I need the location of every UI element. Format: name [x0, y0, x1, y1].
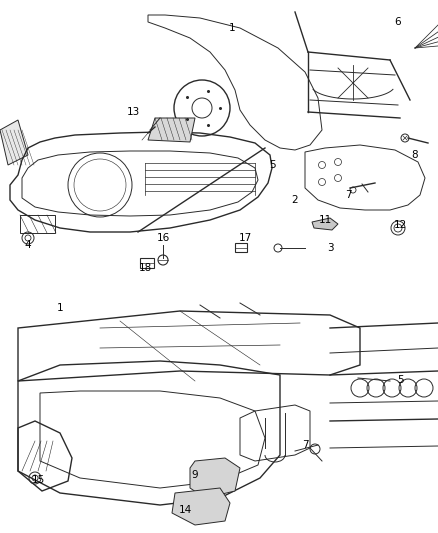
Text: 17: 17 [238, 233, 251, 243]
Text: 14: 14 [178, 505, 192, 515]
Bar [20, 215, 55, 233]
Text: 18: 18 [138, 263, 152, 273]
Bar [235, 243, 247, 252]
Bar [140, 258, 154, 268]
Text: 1: 1 [229, 23, 235, 33]
Text: 4: 4 [25, 240, 31, 250]
Text: 6: 6 [395, 17, 401, 27]
Text: 12: 12 [393, 220, 406, 230]
Polygon shape [0, 120, 28, 165]
Polygon shape [312, 218, 338, 230]
Text: 5: 5 [397, 375, 403, 385]
Polygon shape [172, 488, 230, 525]
Polygon shape [190, 458, 240, 498]
Polygon shape [148, 118, 195, 142]
Text: 11: 11 [318, 215, 332, 225]
Text: 13: 13 [127, 107, 140, 117]
Text: 1: 1 [57, 303, 64, 313]
Text: 2: 2 [292, 195, 298, 205]
Text: 5: 5 [268, 160, 276, 170]
Text: 7: 7 [302, 440, 308, 450]
Text: 3: 3 [327, 243, 333, 253]
Text: 15: 15 [32, 475, 45, 485]
Text: 8: 8 [412, 150, 418, 160]
Text: 16: 16 [156, 233, 170, 243]
Text: 7: 7 [345, 190, 351, 200]
Text: 9: 9 [192, 470, 198, 480]
